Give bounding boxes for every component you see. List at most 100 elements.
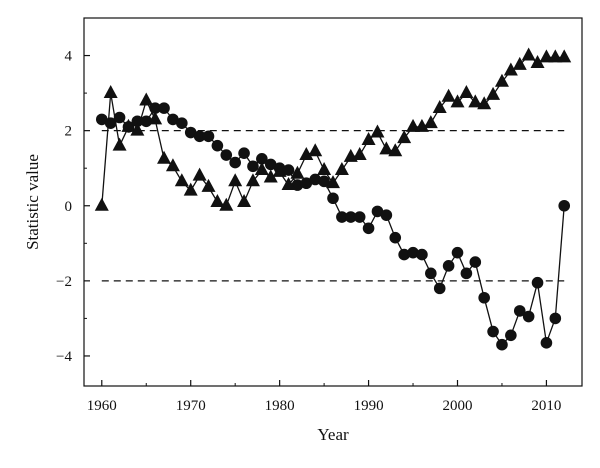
triangle-point-1969: [174, 173, 189, 187]
triangle-point-1962: [112, 137, 127, 151]
circle-point-1960: [95, 113, 108, 126]
triangle-point-1981: [281, 177, 296, 191]
triangle-point-1993: [388, 143, 403, 157]
reference-lines: [101, 130, 565, 282]
circle-point-2009: [531, 276, 544, 289]
circle-point-1994: [398, 248, 410, 261]
circle-point-1987: [336, 211, 348, 223]
circle-point-1999: [442, 260, 455, 272]
triangle-point-1998: [432, 100, 447, 114]
triangle-point-1990: [361, 131, 376, 145]
triangle-point-1984: [308, 143, 323, 157]
circle-point-1970: [184, 126, 197, 139]
x-tick-label-1970: 1970: [176, 398, 206, 414]
circle-point-1968: [167, 113, 179, 126]
triangle-point-1986: [326, 175, 340, 189]
triangle-point-2003: [477, 96, 492, 110]
series-markers: [94, 47, 572, 351]
triangle-point-1989: [352, 147, 367, 161]
triangle-point-2005: [494, 73, 509, 87]
circle-point-1997: [425, 267, 437, 280]
circle-point-1992: [380, 209, 393, 221]
x-tick-label-1990: 1990: [354, 398, 384, 414]
triangle-point-1982: [290, 165, 305, 179]
circle-point-1978: [256, 153, 268, 165]
circle-point-1990: [362, 222, 375, 235]
circle-point-1986: [327, 192, 339, 205]
circle-point-1974: [220, 149, 233, 161]
circle-point-1998: [433, 282, 446, 295]
circle-point-2001: [460, 267, 473, 280]
circle-point-1985: [318, 175, 330, 188]
triangle-point-2002: [468, 94, 483, 108]
circle-point-1972: [202, 130, 215, 143]
circle-point-2002: [469, 256, 482, 268]
triangle-point-1967: [157, 150, 172, 164]
circle-point-2000: [451, 246, 464, 259]
y-axis-label: Statistic value: [23, 154, 42, 250]
y-tick-label--2: −2: [56, 274, 72, 290]
triangle-point-2008: [521, 47, 536, 61]
triangle-point-1995: [406, 118, 421, 132]
series-line-circle: [101, 107, 565, 346]
circle-point-1975: [229, 156, 241, 169]
y-tick-label--4: −4: [56, 349, 72, 365]
triangle-point-2009: [530, 55, 545, 69]
y-tick-label-2: 2: [65, 124, 73, 140]
circle-point-2005: [496, 338, 508, 351]
circle-point-1984: [309, 173, 322, 186]
triangle-point-2012: [557, 49, 572, 63]
circle-point-2006: [505, 329, 517, 342]
circle-point-2004: [487, 325, 499, 338]
circle-point-2010: [540, 337, 553, 349]
circle-point-1961: [104, 117, 117, 129]
circle-point-1995: [407, 246, 419, 259]
circle-point-1982: [291, 179, 304, 191]
circle-point-1962: [113, 111, 126, 124]
triangle-point-1999: [441, 88, 456, 102]
triangle-point-1985: [317, 162, 332, 176]
triangle-point-1997: [423, 115, 438, 129]
triangle-point-1974: [219, 197, 234, 211]
triangle-point-1987: [334, 162, 349, 176]
y-tick-label-4: 4: [65, 49, 73, 65]
circle-point-1971: [193, 130, 206, 143]
circle-point-2003: [478, 291, 490, 304]
triangle-point-1977: [245, 173, 260, 187]
triangle-point-1991: [370, 124, 385, 138]
circle-point-1988: [344, 211, 357, 223]
triangle-point-2004: [486, 86, 501, 100]
triangle-point-1960: [94, 197, 109, 211]
plot-frame: [83, 17, 583, 387]
circle-point-1989: [353, 211, 366, 223]
circle-point-1976: [238, 147, 250, 159]
triangle-point-2000: [450, 94, 465, 108]
circle-point-1973: [211, 139, 224, 152]
triangle-point-2006: [503, 62, 518, 76]
triangle-point-2010: [539, 49, 554, 63]
circle-point-1991: [371, 205, 384, 218]
triangle-point-2001: [459, 85, 474, 99]
circle-point-1969: [176, 117, 188, 129]
circle-point-2012: [558, 199, 571, 212]
circle-point-2007: [513, 305, 526, 317]
circle-point-2008: [522, 310, 535, 323]
x-tick-label-1980: 1980: [265, 398, 295, 414]
triangle-point-1975: [228, 173, 243, 187]
circle-point-1996: [416, 248, 428, 261]
circle-point-1993: [389, 231, 402, 244]
plot-area-border: [83, 17, 583, 387]
triangle-point-1970: [183, 182, 198, 196]
triangle-point-1992: [379, 141, 394, 155]
triangle-point-1978: [254, 162, 269, 176]
y-tick-label-0: 0: [65, 199, 73, 215]
x-axis: 1960 1970 1980 1990 2000 2010: [87, 380, 561, 414]
triangle-point-1965: [139, 92, 154, 106]
circle-point-2011: [549, 312, 562, 325]
triangle-point-1972: [201, 178, 216, 192]
circle-point-1964: [131, 115, 144, 128]
circle-point-1981: [282, 164, 295, 176]
triangle-point-1973: [210, 193, 225, 207]
triangle-point-2011: [548, 49, 563, 63]
